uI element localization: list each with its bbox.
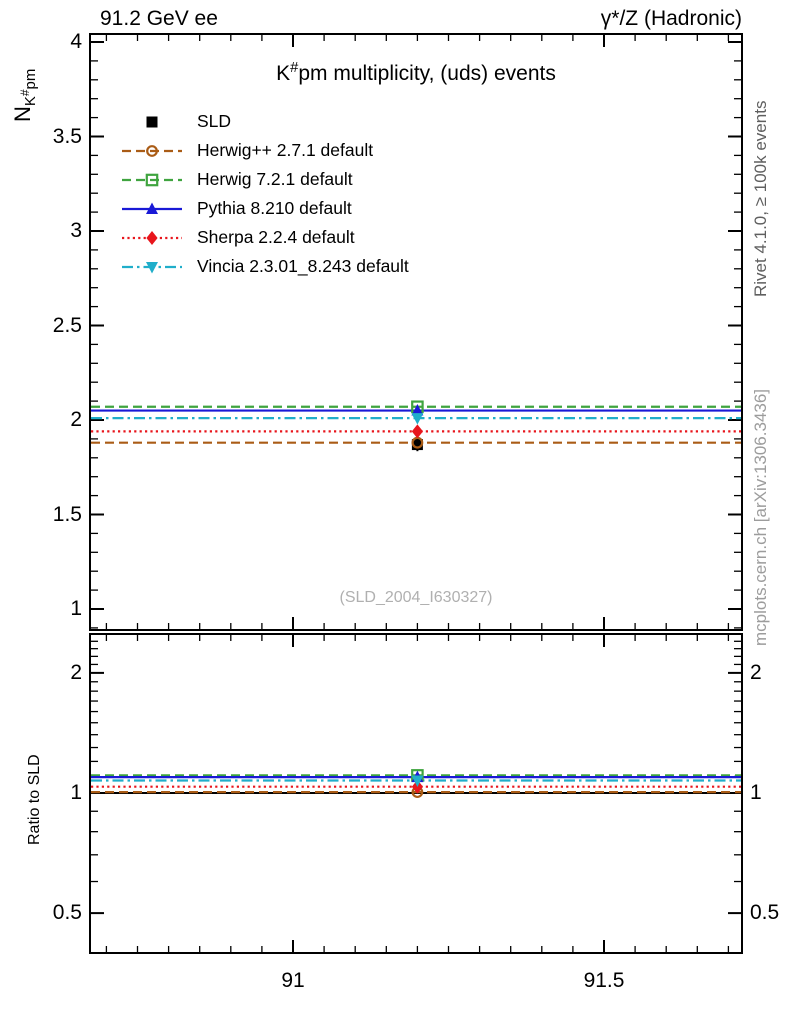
legend-label: Herwig++ 2.7.1 default xyxy=(197,140,374,160)
ylabel-sub-sup: # xyxy=(18,89,33,97)
rivet-version-note: Rivet 4.1.0, ≥ 100k events xyxy=(751,100,770,297)
model-point-ratio xyxy=(411,775,424,787)
legend-sample-triangle-down-filled xyxy=(122,261,182,273)
ylabel-sub-rest: pm xyxy=(22,68,40,90)
model-point-main xyxy=(411,404,424,416)
x-tick-label: 91.5 xyxy=(583,969,625,992)
ratio-y-tick-label-right: 0.5 xyxy=(750,901,780,925)
ratio-y-tick-label-right: 2 xyxy=(750,660,762,684)
ratio-y-tick-label-left: 0.5 xyxy=(52,901,82,925)
main-y-tick-label: 3 xyxy=(70,219,82,242)
legend-label: Vincia 2.3.01_8.243 default xyxy=(197,256,409,276)
main-y-axis-label: NK#pm xyxy=(10,69,39,122)
legend-marker xyxy=(146,116,158,127)
legend-sample-circle-open xyxy=(122,144,182,157)
legend-item-herwig-7-2-1-default: Herwig 7.2.1 default xyxy=(120,165,409,194)
main-y-tick-label: 3.5 xyxy=(52,124,82,148)
legend-marker xyxy=(146,144,158,157)
legend-item-herwig-2-7-1-default: Herwig++ 2.7.1 default xyxy=(120,136,409,165)
title-superscript: # xyxy=(290,60,299,76)
legend-marker xyxy=(146,202,158,214)
legend-label: SLD xyxy=(197,111,232,131)
legend-item-sherpa-2-2-4-default: Sherpa 2.2.4 default xyxy=(120,223,409,252)
model-point-main xyxy=(411,424,423,439)
legend-item-pythia-8-210-default: Pythia 8.210 default xyxy=(120,194,409,223)
legend-label: Herwig 7.2.1 default xyxy=(197,169,353,189)
title-rest: pm multiplicity, (uds) events xyxy=(298,62,556,85)
legend-item-sld: SLD xyxy=(120,107,409,136)
legend-label: Sherpa 2.2.4 default xyxy=(197,227,355,247)
ratio-y-tick-label-right: 1 xyxy=(750,781,762,804)
legend-item-vincia-2-3-01-8-243-default: Vincia 2.3.01_8.243 default xyxy=(120,252,409,281)
ylabel-sub-main: K xyxy=(22,96,40,107)
model-point-main xyxy=(411,413,424,425)
title-base: K xyxy=(276,62,291,85)
legend-sample-square-filled xyxy=(146,116,158,127)
legend-sample-square-open xyxy=(122,173,182,186)
analysis-id-watermark: (SLD_2004_I630327) xyxy=(339,589,493,606)
plot-title: K#pm multiplicity, (uds) events xyxy=(90,60,742,86)
ylabel-base: N xyxy=(10,106,35,122)
ratio-y-tick-label-left: 2 xyxy=(70,660,82,684)
x-tick-label: 91 xyxy=(281,969,305,992)
data-point-main xyxy=(411,439,423,451)
legend-sample-diamond-filled xyxy=(122,230,182,245)
main-y-tick-label: 4 xyxy=(70,30,82,53)
legend: SLD Herwig++ 2.7.1 default Herwig 7.2.1 de… xyxy=(120,107,409,281)
legend-marker xyxy=(146,230,158,245)
ylabel-subscript: K#pm xyxy=(18,68,40,107)
main-y-tick-label: 2 xyxy=(70,408,82,431)
main-panel-frame xyxy=(89,33,743,631)
process-label: γ*/Z (Hadronic) xyxy=(600,7,742,30)
main-y-tick-label: 1 xyxy=(70,597,82,620)
beam-energy-label: 91.2 GeV ee xyxy=(100,7,218,30)
legend-sample-triangle-up-filled xyxy=(122,202,182,214)
ratio-y-tick-label-left: 1 xyxy=(70,781,82,804)
legend-marker xyxy=(146,261,158,273)
mcplots-reference-note: mcplots.cern.ch [arXiv:1306.3436] xyxy=(751,388,770,646)
legend-marker xyxy=(145,173,159,186)
main-y-tick-label: 1.5 xyxy=(52,502,82,526)
main-y-tick-label: 2.5 xyxy=(52,313,82,337)
legend-label: Pythia 8.210 default xyxy=(197,198,352,218)
